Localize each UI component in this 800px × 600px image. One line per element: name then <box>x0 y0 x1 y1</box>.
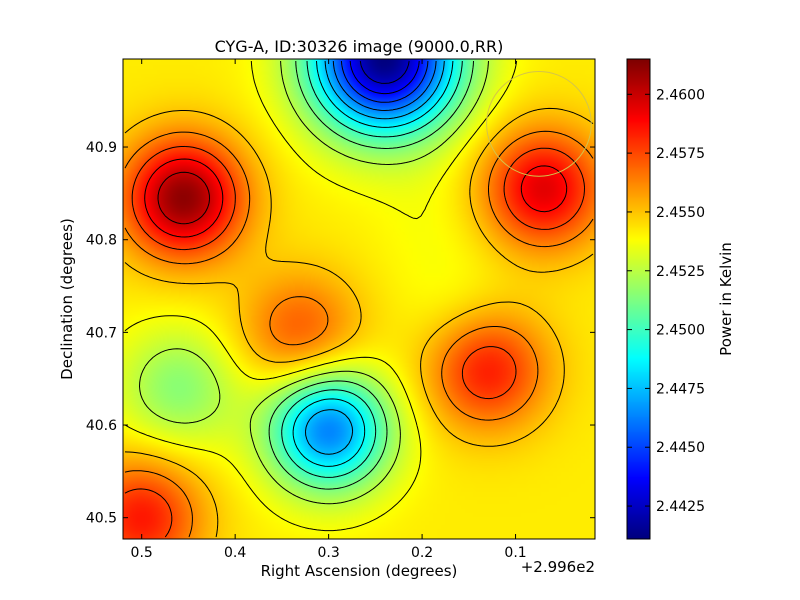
colorbar-label: Power in Kelvin <box>717 242 735 356</box>
plot-area <box>122 58 596 540</box>
chart-title: CYG-A, ID:30326 image (9000.0,RR) <box>215 37 504 56</box>
x-tick-label: 0.5 <box>131 545 153 561</box>
contour-line <box>124 130 594 538</box>
contour-line <box>157 171 210 225</box>
contour-line <box>124 107 594 538</box>
beam-circle <box>486 71 592 177</box>
contour-line <box>359 60 410 84</box>
y-tick-label: 40.6 <box>86 418 117 434</box>
y-tick-label: 40.7 <box>86 325 117 341</box>
colorbar-tick-label: 2.4575 <box>656 146 705 162</box>
contour-lines <box>124 60 594 538</box>
contour-line <box>124 145 585 538</box>
contour-line <box>340 60 429 103</box>
x-tick-label: 0.2 <box>411 545 433 561</box>
heatmap-image <box>123 59 595 539</box>
colorbar-ticks: 2.4425 2.4450 2.4475 2.4500 2.4525 2.4550 2.45… <box>627 87 705 515</box>
x-offset-label: +2.996e2 <box>521 558 595 576</box>
y-tick-label: 40.5 <box>86 511 117 527</box>
x-tick-label: 0.3 <box>317 545 339 561</box>
colorbar-tick-label: 2.4475 <box>656 381 705 397</box>
contour-line <box>305 60 445 455</box>
contour-line <box>332 60 437 111</box>
y-tick-label: 40.8 <box>86 233 117 249</box>
colorbar-gradient <box>627 59 650 539</box>
contour-line <box>281 60 463 478</box>
contour-line <box>144 158 568 238</box>
contour-line <box>268 60 474 490</box>
colorbar-tick-label: 2.4550 <box>656 205 705 221</box>
plot-frame <box>122 58 596 540</box>
colorbar-tick-label: 2.4525 <box>656 264 705 280</box>
colorbar: 2.4425 2.4450 2.4475 2.4500 2.4525 2.4550 2.45… <box>626 58 735 540</box>
contour-line <box>139 60 489 505</box>
y-tick-label: 40.9 <box>86 140 117 156</box>
y-axis-label: Declination (degrees) <box>58 218 76 380</box>
contour-line <box>124 60 518 532</box>
contour-line <box>349 60 420 95</box>
x-tick-label: 0.1 <box>504 545 526 561</box>
contour-line <box>292 60 454 467</box>
x-axis-label: Right Ascension (degrees) <box>261 562 458 580</box>
colorbar-tick-label: 2.4425 <box>656 499 705 515</box>
y-axis: 40.5 40.6 40.7 40.8 40.9 <box>86 140 595 527</box>
colorbar-frame <box>626 58 651 540</box>
colorbar-tick-label: 2.4500 <box>656 323 705 339</box>
x-axis: 0.5 0.4 0.3 0.2 0.1 <box>131 59 527 561</box>
colorbar-tick-label: 2.4450 <box>656 440 705 456</box>
colorbar-tick-label: 2.4600 <box>656 87 705 103</box>
x-tick-label: 0.4 <box>224 545 246 561</box>
